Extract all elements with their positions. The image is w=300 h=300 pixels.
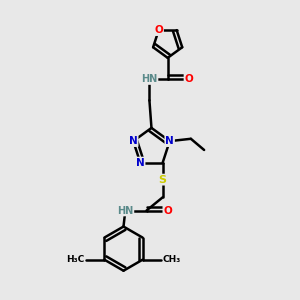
Text: O: O	[184, 74, 193, 84]
Text: HN: HN	[117, 206, 134, 215]
Text: N: N	[136, 158, 145, 167]
Text: HN: HN	[141, 74, 158, 84]
Text: S: S	[159, 175, 167, 184]
Text: O: O	[164, 206, 172, 215]
Text: H₃C: H₃C	[66, 255, 85, 264]
Text: N: N	[165, 136, 174, 146]
Text: CH₃: CH₃	[162, 255, 181, 264]
Text: O: O	[154, 25, 163, 35]
Text: N: N	[129, 136, 138, 146]
